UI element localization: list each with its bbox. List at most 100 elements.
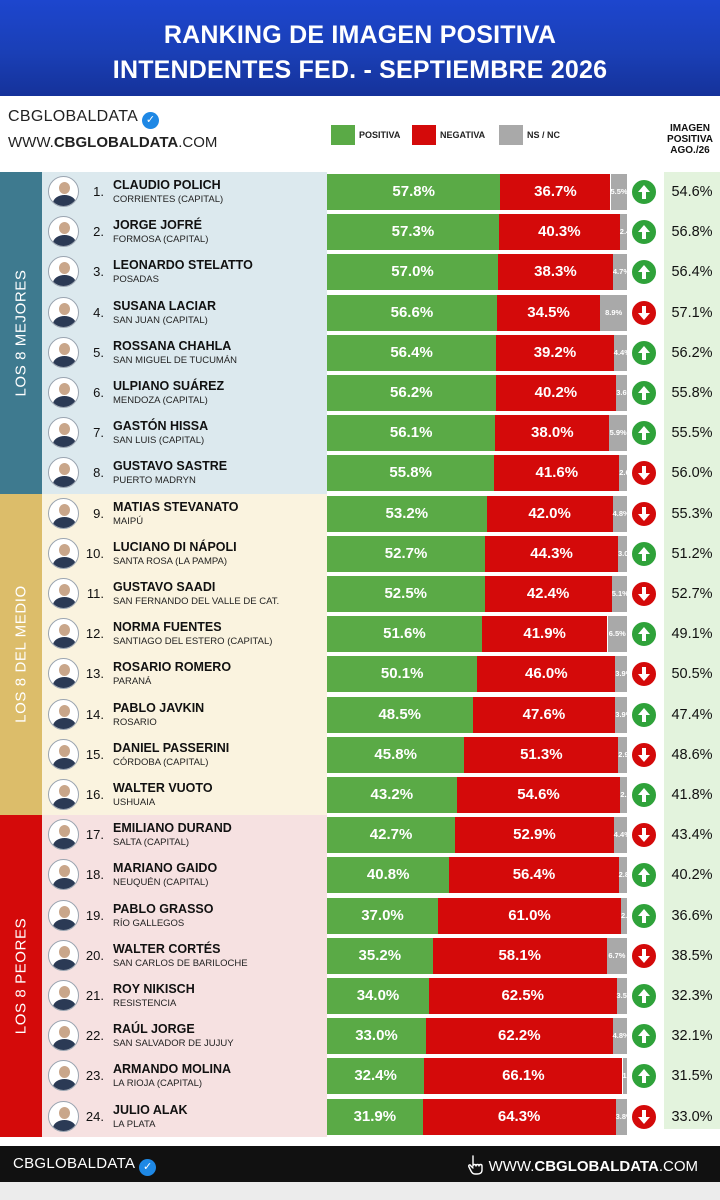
footer-url[interactable]: WWW.CBGLOBALDATA.COM: [467, 1155, 698, 1175]
mayor-city: PARANÁ: [113, 676, 152, 688]
rank-number: 22.: [85, 1028, 104, 1044]
avatar-body: [53, 717, 76, 729]
bar-positive: 43.2%: [327, 777, 457, 813]
rank-number: 1.: [93, 184, 104, 199]
brand-url[interactable]: WWW.CBGLOBALDATA.COM: [8, 134, 217, 151]
bar-negative-label: 46.0%: [525, 665, 568, 683]
mayor-name: LEONARDO STELATTO: [113, 258, 253, 273]
bar-positive-label: 55.8%: [389, 464, 432, 482]
legend-swatch-negative: [412, 125, 436, 145]
arrow-up-icon: [630, 258, 658, 287]
mayor-name: ROSARIO ROMERO: [113, 660, 232, 675]
bar-positive: 33.0%: [327, 1018, 426, 1055]
arrow-up-icon: [630, 620, 658, 649]
arrow-up-icon: [630, 901, 658, 930]
avatar: [48, 417, 79, 449]
bar-positive-label: 40.8%: [366, 866, 410, 884]
bar-positive: 50.1%: [327, 656, 478, 693]
avatar-head: [59, 584, 70, 596]
avatar-head: [59, 825, 70, 838]
mayor-city: MENDOZA (CAPITAL): [113, 395, 208, 406]
bar-nsnc: 4.4%: [613, 817, 631, 854]
arrow-up-icon: [630, 218, 658, 247]
bar-negative: 38.3%: [498, 254, 613, 291]
bar-negative: 34.5%: [496, 294, 601, 331]
bar-negative: 39.2%: [496, 334, 614, 371]
bar-negative: 40.2%: [495, 375, 617, 411]
bar-nsnc-label: 4.7%: [612, 267, 630, 277]
previous-value: 56.2%: [671, 344, 713, 361]
avatar-body: [53, 958, 76, 970]
bar-negative-label: 56.4%: [512, 866, 556, 884]
mayor-name: ARMANDO MOLINA: [113, 1062, 232, 1077]
bar-positive-label: 56.4%: [390, 343, 433, 361]
avatar-head: [59, 865, 70, 878]
mayor-city: PUERTO MADRYN: [113, 475, 196, 487]
bar-negative: 62.2%: [426, 1018, 613, 1055]
bar-negative: 47.6%: [472, 696, 616, 733]
mayor-city: LA RIOJA (CAPITAL): [113, 1078, 203, 1090]
bar-nsnc: 3.8%: [615, 1098, 633, 1135]
table-row: 8. GUSTAVO SASTRE PUERTO MADRYN 55.8% 41.6% 2…: [42, 453, 720, 493]
bar-nsnc-label: 3.9%: [615, 669, 633, 679]
previous-value: 56.0%: [671, 465, 713, 482]
avatar-body: [53, 396, 76, 407]
avatar-head: [59, 1106, 70, 1119]
avatar: [48, 819, 79, 851]
rank-number: 3.: [93, 264, 104, 280]
avatar: [48, 980, 79, 1011]
mayor-name: ROSSANA CHAHLA: [113, 338, 232, 353]
brand-url-bold: CBGLOBALDATA: [53, 134, 179, 151]
bar-positive-label: 37.0%: [361, 906, 404, 924]
bar-nsnc: 3.5%: [616, 978, 634, 1014]
avatar-body: [53, 677, 76, 689]
mayor-city: ROSARIO: [113, 716, 157, 728]
avatar-head: [59, 182, 70, 194]
table-row: 5. ROSSANA CHAHLA SAN MIGUEL DE TUCUMÁN 56.…: [42, 333, 720, 373]
bar-nsnc: 2.8: [618, 857, 629, 894]
bar-positive-label: 51.6%: [383, 625, 426, 643]
bar-negative-label: 44.3%: [530, 544, 573, 562]
rank-number: 5.: [93, 344, 104, 360]
bar-positive: 34.0%: [327, 978, 429, 1014]
bar-nsnc-label: 4.4%: [613, 347, 631, 357]
arrow-down-icon: [630, 459, 658, 488]
bar-nsnc: 4.8%: [612, 1018, 630, 1055]
bar-nsnc: 6.5%: [607, 616, 627, 653]
avatar-head: [59, 744, 70, 757]
bar-negative-label: 41.6%: [535, 464, 579, 482]
previous-value: 31.5%: [671, 1068, 713, 1085]
bar-negative-label: 39.2%: [533, 343, 577, 361]
avatar: [48, 1100, 79, 1132]
previous-value: 32.3%: [671, 988, 713, 1004]
table-row: 3. LEONARDO STELATTO POSADAS 57.0% 38.3% 4.7%…: [42, 252, 720, 292]
bar-negative-label: 52.9%: [513, 826, 556, 844]
rank-number: 24.: [85, 1108, 104, 1124]
bar-nsnc: 5.9%: [609, 415, 627, 452]
bar-positive-label: 31.9%: [353, 1107, 397, 1125]
bar-nsnc-label: 4.8%: [612, 1031, 630, 1041]
bar-positive: 56.4%: [327, 334, 497, 371]
bar-positive: 42.7%: [327, 817, 456, 854]
bar-negative: 44.3%: [485, 535, 618, 572]
bar-nsnc: 3.9%: [615, 696, 633, 733]
table-row: 23. ARMANDO MOLINA LA RIOJA (CAPITAL) 32.4%…: [42, 1056, 720, 1096]
bar-nsnc-label: 4.4%: [613, 830, 631, 840]
mayor-city: POSADAS: [113, 274, 159, 286]
bar-positive: 57.3%: [327, 214, 499, 251]
mayor-city: MAIPÚ: [113, 515, 144, 527]
rank-number: 21.: [85, 988, 104, 1003]
bar-positive: 31.9%: [327, 1098, 423, 1135]
avatar: [48, 578, 79, 609]
brand-name-text: CBGLOBALDATA: [8, 108, 139, 125]
previous-header-line2: POSITIVA: [667, 134, 713, 145]
mayor-name: GASTÓN HISSA: [113, 419, 209, 434]
mayor-name: NORMA FUENTES: [113, 620, 222, 635]
mayor-city: CÓRDOBA (CAPITAL): [113, 756, 209, 768]
mayor-name: MATIAS STEVANATO: [113, 499, 239, 514]
previous-value: 56.8%: [671, 224, 713, 241]
table-row: 21. ROY NIKISCH RESISTENCIA 34.0% 62.5% 3.5% 3…: [42, 976, 720, 1016]
legend-positive: POSITIVA: [331, 124, 400, 146]
rank-number: 23.: [85, 1068, 104, 1084]
bar-nsnc-label: 3.9%: [615, 709, 633, 719]
